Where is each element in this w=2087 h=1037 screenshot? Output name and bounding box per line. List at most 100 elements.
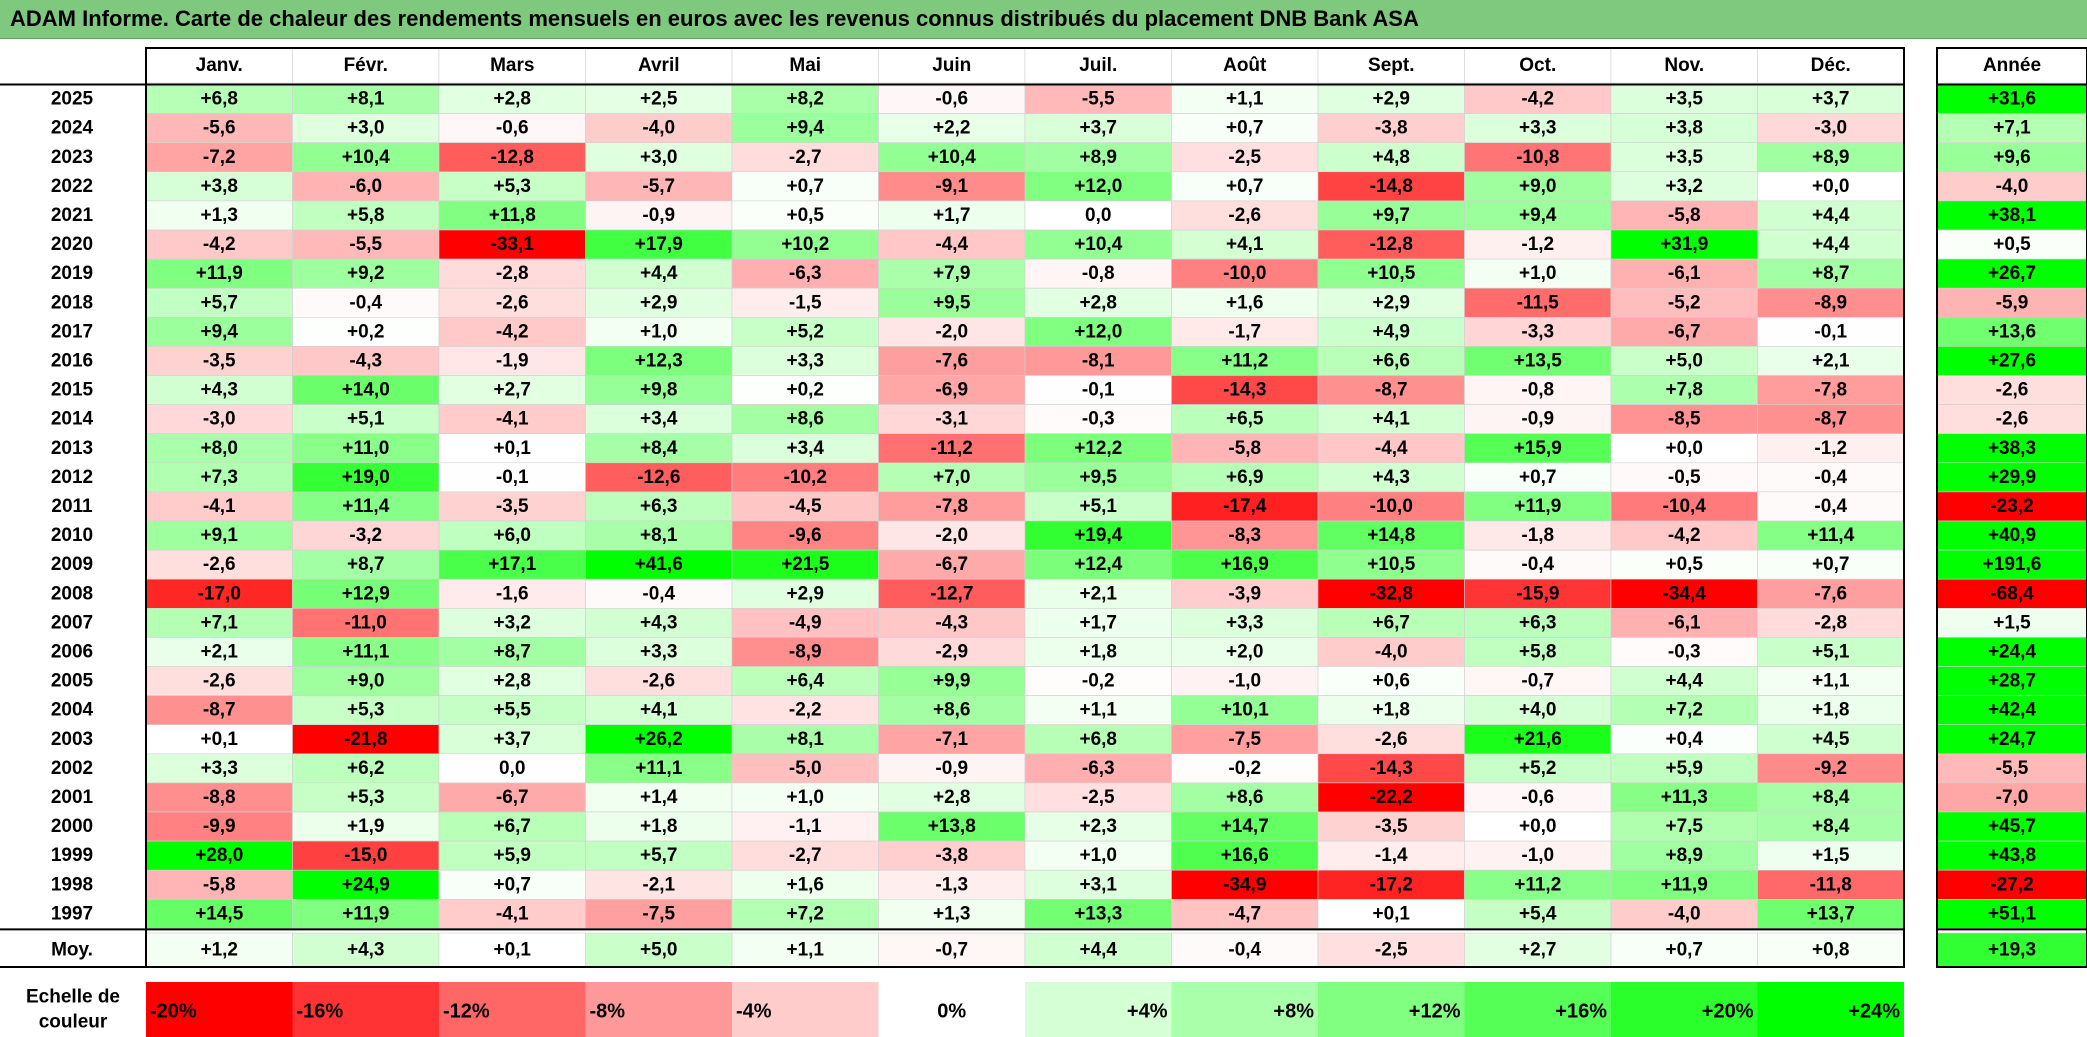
heatmap-cell-value: -2,5 (1082, 787, 1115, 808)
heatmap-cell-value: +3,2 (1665, 176, 1703, 197)
heatmap-cell (585, 578, 733, 609)
heatmap-cell-value: -9,2 (1814, 758, 1847, 779)
heatmap-cell-value: -6,7 (496, 787, 529, 808)
heatmap-cell (292, 782, 440, 813)
heatmap-cell-value: +6,2 (347, 758, 385, 779)
heatmap-cell-value: +6,8 (1079, 729, 1117, 750)
heatmap-cell-value: +10,1 (1221, 700, 1270, 721)
heatmap-cell-value: -1,2 (1814, 438, 1847, 459)
heatmap-cell-value: +14,0 (342, 380, 390, 401)
heatmap-cell-value: +11,3 (1661, 787, 1708, 808)
heatmap-cell (1171, 811, 1319, 842)
legend-stop-label: -4% (736, 1001, 772, 1023)
heatmap-cell-value: -2,2 (789, 700, 822, 721)
heatmap-cell (145, 520, 293, 551)
row-year-label: 2022 (51, 176, 93, 197)
heatmap-cell (1464, 404, 1612, 435)
row-year-label: 2020 (51, 234, 93, 255)
heatmap-cell-value: +9,7 (1372, 205, 1410, 226)
heatmap-cell-value: +0,4 (1665, 729, 1703, 750)
heatmap-cell (1171, 578, 1319, 609)
heatmap-cell-value: +5,3 (347, 787, 385, 808)
heatmap-cell-value: +0,7 (1226, 118, 1264, 139)
annual-cell-value: +24,4 (1988, 641, 2037, 662)
heatmap-cell-value: +2,8 (933, 787, 971, 808)
heatmap-cell-value: +11,9 (342, 903, 389, 924)
heatmap-cell-value: -3,5 (1375, 816, 1408, 837)
heatmap-cell (878, 316, 1026, 347)
heatmap-cell (1171, 462, 1319, 493)
legend-stop-label: +4% (1127, 1001, 1168, 1023)
average-cell-value: +0,7 (1665, 940, 1703, 961)
heatmap-cell (1024, 316, 1172, 347)
heatmap-cell (878, 753, 1026, 784)
heatmap-cell (1757, 637, 1905, 667)
month-header-cell (292, 47, 440, 84)
annual-cell (1936, 142, 2087, 173)
legend-stop-label: +8% (1273, 1001, 1314, 1023)
heatmap-cell-value: +1,0 (640, 321, 678, 342)
heatmap-cell-value: +4,4 (1812, 205, 1850, 226)
heatmap-cell-value: -8,8 (203, 787, 236, 808)
average-cell-value: -0,7 (935, 940, 968, 961)
row-year-label: 2016 (51, 350, 93, 371)
heatmap-cell-value: -21,8 (344, 729, 387, 750)
heatmap-cell-value: +1,5 (1812, 845, 1850, 866)
heatmap-cell (1757, 520, 1905, 551)
heatmap-cell-value: +1,0 (1519, 263, 1557, 284)
month-header: Mai (789, 55, 821, 76)
heatmap-cell (145, 200, 293, 231)
heatmap-cell-value: -14,3 (1370, 758, 1413, 779)
row-year-label: 2003 (51, 729, 93, 750)
heatmap-cell (1610, 258, 1758, 289)
heatmap-cell (1024, 200, 1172, 231)
annual-cell (1936, 695, 2087, 725)
legend-title-line2: couleur (39, 1012, 108, 1033)
heatmap-cell (438, 637, 586, 667)
heatmap-cell-value: -2,6 (1228, 205, 1261, 226)
month-header: Avril (638, 55, 680, 76)
heatmap-cell-value: +3,8 (200, 176, 238, 197)
row-year-label: 2024 (51, 118, 94, 139)
row-year-label: 2012 (51, 467, 93, 488)
heatmap-cell (1464, 869, 1612, 900)
heatmap-cell (878, 462, 1026, 493)
heatmap-cell (1757, 607, 1905, 638)
heatmap-cell (438, 520, 586, 551)
average-cell-value: +1,1 (786, 940, 824, 961)
legend-swatch (585, 982, 732, 1037)
heatmap-cell-value: -4,3 (935, 612, 968, 633)
annual-cell (1936, 84, 2087, 114)
heatmap-cell-value: +8,6 (786, 409, 824, 430)
heatmap-cell-value: +0,1 (200, 729, 238, 750)
annual-cell (1936, 346, 2087, 376)
annual-cell (1936, 549, 2087, 580)
heatmap-cell (292, 753, 440, 784)
heatmap-cell (1610, 695, 1758, 725)
heatmap-cell (878, 782, 1026, 813)
heatmap-cell-value: -12,8 (1370, 234, 1413, 255)
heatmap-cell (1171, 753, 1319, 784)
heatmap-cell (585, 753, 733, 784)
heatmap-cell-value: -5,8 (203, 874, 236, 895)
row-year-label: 2017 (51, 321, 93, 342)
heatmap-cell (1610, 782, 1758, 813)
heatmap-cell (1317, 229, 1465, 260)
heatmap-cell-value: +11,2 (1221, 350, 1268, 371)
heatmap-cell-value: -4,1 (496, 409, 529, 430)
heatmap-cell-value: +8,1 (786, 729, 824, 750)
heatmap-cell-value: -0,9 (1521, 409, 1554, 430)
heatmap-cell-value: -0,7 (1521, 671, 1554, 692)
heatmap-cell-value: +6,5 (1226, 409, 1264, 430)
heatmap-cell-value: -0,4 (1814, 496, 1847, 517)
heatmap-cell-value: -7,1 (935, 729, 968, 750)
heatmap-cell-value: +0,5 (786, 205, 824, 226)
heatmap-cell-value: -6,1 (1668, 612, 1701, 633)
heatmap-cell-value: -12,8 (491, 147, 534, 168)
heatmap-cell-value: +8,4 (1812, 787, 1850, 808)
row-year-label: 2023 (51, 147, 93, 168)
heatmap-cell-value: -2,6 (642, 671, 675, 692)
annual-cell (1936, 287, 2087, 318)
heatmap-cell-value: -14,8 (1370, 176, 1413, 197)
heatmap-cell-value: +11,9 (1514, 496, 1561, 517)
